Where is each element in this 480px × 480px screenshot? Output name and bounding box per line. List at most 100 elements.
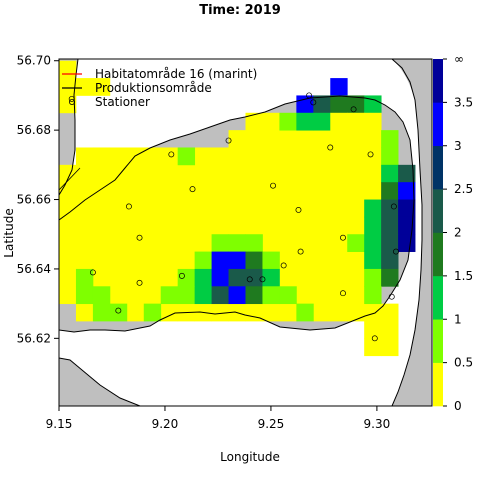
heatmap-cell: [313, 251, 331, 270]
heatmap-cell: [313, 268, 331, 287]
heatmap-cell: [160, 182, 179, 200]
heatmap-cell: [228, 199, 246, 218]
heatmap-cell: [211, 251, 229, 270]
colorbar-bin: [433, 145, 443, 190]
legend-label: Stationer: [95, 95, 150, 109]
heatmap-cell: [330, 164, 348, 183]
heatmap-cell: [296, 251, 314, 270]
heatmap-cell: [160, 268, 179, 287]
heatmap-cell: [109, 199, 128, 218]
heatmap-cell: [92, 164, 111, 183]
heatmap-cell: [313, 182, 331, 200]
heatmap-cell: [143, 234, 162, 252]
coastline: [59, 95, 415, 333]
heatmap-cell: [92, 251, 111, 270]
heatmap-cell: [59, 182, 77, 200]
heatmap-cell: [75, 199, 94, 218]
heatmap-cell: [313, 95, 331, 114]
heatmap-cell: [262, 286, 280, 305]
heatmap-cell: [126, 199, 145, 218]
heatmap-cell: [228, 286, 246, 305]
heatmap-cell: [194, 251, 212, 270]
heatmap-cell: [245, 216, 263, 235]
heatmap-cell: [398, 216, 416, 235]
heatmap-cell: [109, 234, 128, 252]
heatmap-cell: [194, 164, 212, 183]
station-marker: [136, 234, 143, 241]
colorbar-bin: [433, 232, 443, 277]
heatmap-cell: [347, 234, 365, 252]
legend-swatch: [69, 99, 76, 106]
heatmap-cell: [143, 268, 162, 287]
heatmap-cell: [313, 112, 331, 131]
heatmap-cell: [109, 251, 128, 270]
heatmap-cell: [143, 216, 162, 235]
heatmap-cell: [364, 338, 382, 357]
heatmap-cell: [75, 78, 94, 96]
station-marker: [371, 335, 378, 342]
station-marker: [270, 182, 277, 189]
heatmap-cell: [211, 216, 229, 235]
colorbar-tick-label: 1: [454, 312, 462, 326]
heatmap-cell: [330, 78, 348, 96]
heatmap-cell: [279, 268, 297, 287]
heatmap-cell: [126, 268, 145, 287]
heatmap-cell: [381, 182, 399, 200]
heatmap-cell: [211, 199, 229, 218]
colorbar-bin: [433, 319, 443, 363]
heatmap-cell: [381, 268, 399, 287]
station-marker: [280, 262, 287, 269]
heatmap-cell: [245, 251, 263, 270]
heatmap-cell: [330, 130, 348, 148]
colorbar-tick-label: 0.5: [454, 356, 473, 370]
colorbar-bin: [433, 384, 443, 407]
heatmap-cell: [296, 130, 314, 148]
heatmap-cell: [59, 95, 77, 114]
colorbar-bin: [433, 102, 443, 147]
x-axis: 9.15 9.20 9.25 9.30: [46, 406, 390, 431]
heatmap-cell: [109, 182, 128, 200]
heatmap-cell: [75, 216, 94, 235]
heatmap-cell: [262, 268, 280, 287]
heatmap-cell: [347, 147, 365, 166]
heatmap-cell: [296, 182, 314, 200]
heatmap-cell: [347, 268, 365, 287]
legend-label: Habitatområde 16 (marint): [95, 67, 257, 81]
heatmap-cell: [143, 251, 162, 270]
station-marker: [225, 137, 232, 144]
y-tick-label: 56.64: [17, 262, 51, 276]
heatmap-cell: [330, 251, 348, 270]
heatmap-cell: [347, 251, 365, 270]
heatmap-cell: [228, 251, 246, 270]
heatmap-cell: [211, 234, 229, 252]
plot-area: [58, 58, 433, 407]
heatmap-cell: [92, 216, 111, 235]
heatmap-cell: [245, 182, 263, 200]
heatmap-cell: [296, 286, 314, 305]
heatmap-cell: [143, 286, 162, 305]
heatmap-cell: [211, 268, 229, 287]
colorbar-bin: [433, 362, 443, 385]
heatmap-cell: [313, 303, 331, 322]
heatmap-cell: [75, 147, 94, 166]
station-marker: [115, 307, 122, 314]
station-marker: [259, 276, 266, 283]
station-marker: [340, 234, 346, 241]
heatmap-cell: [313, 286, 331, 305]
heatmap-cell: [262, 164, 280, 183]
heatmap-cell: [381, 338, 399, 357]
heatmap-cell: [279, 286, 297, 305]
heatmap-cell: [330, 216, 348, 235]
heatmap-cell: [160, 199, 179, 218]
heatmap-cell: [296, 199, 314, 218]
heatmap-cell: [211, 147, 229, 166]
colorbar-tick-label: 2: [454, 226, 462, 240]
heatmap-cell: [330, 199, 348, 218]
heatmap-cell: [381, 164, 399, 183]
heatmap-cell: [262, 147, 280, 166]
heatmap-cell: [364, 95, 382, 114]
heatmap-cell: [381, 251, 399, 270]
colorbar: 0 0.5 1 1.5 2 2.5 3 3.5 ∞: [433, 52, 473, 413]
